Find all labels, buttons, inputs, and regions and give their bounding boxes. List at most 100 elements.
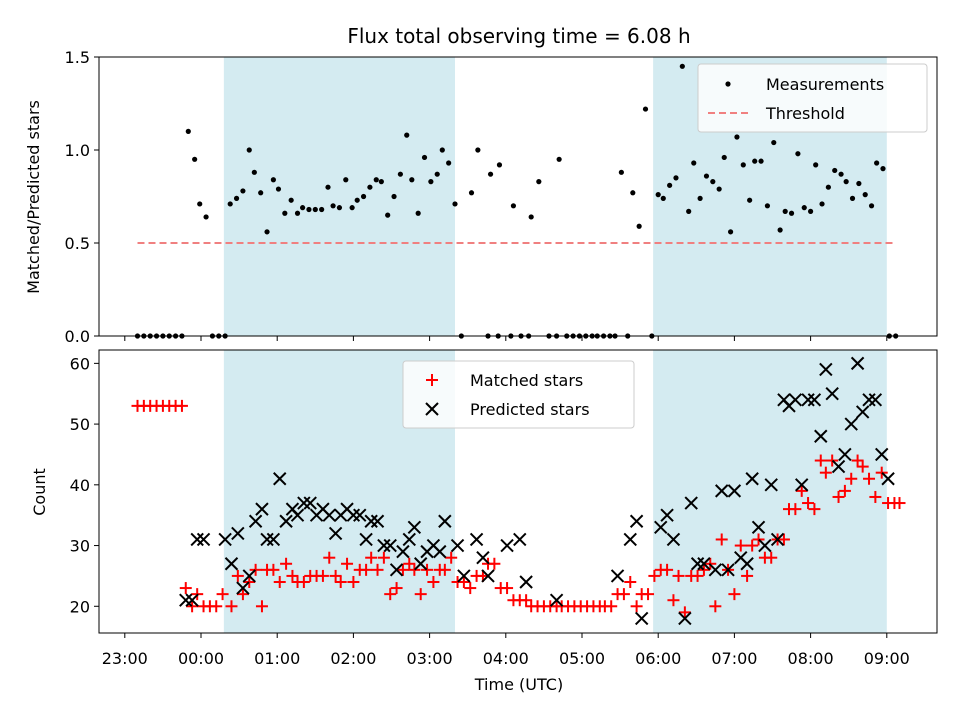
measurement-point [452,201,458,207]
matched-star-point [642,588,655,601]
predicted-star-point [666,532,681,547]
measurement-point [691,160,697,166]
predicted-star-point [838,447,852,462]
matched-star-point [838,484,851,497]
measurement-point [795,151,801,157]
bottom-y-axis-label: Count [30,468,49,516]
measurement-point [874,160,880,166]
matched-star-point [414,588,427,601]
measurement-point [360,193,367,200]
x-tick-label: 02:00 [330,649,376,668]
measurement-point [727,229,734,235]
top-legend: Measurements Threshold [697,63,928,133]
matched-star-point [186,600,199,613]
top-y-axis: 0.0 0.5 1.0 1.5 [65,48,99,346]
top-y-axis-label: Matched/Predicted stars [24,100,43,294]
matched-star-point [869,490,882,503]
measurement-point [716,186,722,192]
measurement-point [880,166,886,172]
measurement-point [185,128,191,134]
predicted-star-point [764,478,778,492]
top-panel: 0.0 0.5 1.0 1.5 Matched/Predicted stars Mea… [24,48,938,346]
matched-star-point [856,460,869,473]
matched-star-point [243,575,256,588]
matched-star-point [746,539,759,552]
predicted-star-point [788,393,803,407]
bottom-legend-box [402,360,635,429]
predicted-star-point [751,520,766,535]
matched-star-point [795,484,808,497]
predicted-star-point [266,532,281,547]
x-axis-label: Time (UTC) [474,675,563,694]
matched-star-point [845,472,858,485]
matched-star-point [624,575,637,588]
matched-star-point [286,569,299,582]
measurement-point [808,208,814,214]
predicted-star-point [224,557,239,571]
top-plot-frame [98,56,938,337]
predicted-star-point [179,593,193,607]
bottom-y-tick-label: 40 [70,476,90,495]
measurement-point [556,156,562,162]
predicted-star-point [185,593,199,607]
predicted-star-point [660,508,674,522]
measurement-point [849,195,856,201]
measurement-point [496,162,503,168]
matched-star-point [488,557,501,570]
measurement-point [764,203,771,209]
predicted-star-point [438,514,452,528]
predicted-star-point [519,575,533,589]
matched-star-point [789,503,802,516]
predicted-star-point [346,508,361,522]
bottom-y-axis: 20 30 40 50 60 [70,354,99,616]
matched-stars-series [131,399,906,619]
predicted-star-point [814,429,828,443]
matched-star-point [371,563,384,576]
matched-star-point [863,472,876,485]
measurement-point [703,173,710,179]
measurement-point [246,147,252,153]
measurement-point [336,205,343,211]
predicted-star-point [236,581,250,595]
predicted-star-point [457,569,471,583]
measurement-point [801,205,807,211]
measurement-point [740,162,746,168]
predicted-star-point [654,520,668,535]
measurement-point [294,210,301,216]
predicted-star-point [740,557,754,571]
matched-star-point [347,575,360,588]
matched-star-point [691,569,704,582]
measurement-point [349,205,355,211]
measurement-point [258,190,264,196]
measurement-point [385,212,391,218]
matched-star-point [697,563,710,576]
measurement-point [306,206,312,213]
measurement-point [197,201,203,207]
predicted-star-point [690,557,705,571]
measurement-point [843,179,849,185]
matched-star-point [672,569,685,582]
legend-threshold-label: Threshold [765,104,845,123]
predicted-star-point [825,387,839,401]
measurement-point [782,208,788,214]
matched-star-point [814,454,827,467]
predicted-star-point [513,532,527,547]
legend-matched-label: Matched stars [470,371,583,390]
matched-star-point [236,588,249,601]
legend-measurements-marker [725,81,731,87]
predicted-star-point [610,569,625,583]
matched-star-point [741,569,754,582]
measurement-point [618,169,624,175]
measurement-point [434,171,440,177]
predicted-star-point [190,532,204,547]
measurement-point [862,192,868,198]
matched-star-point [851,454,864,467]
predicted-star-point [273,472,287,486]
top-y-tick-label: 1.5 [65,48,90,67]
measurement-point [758,158,764,164]
measurement-point [487,171,494,177]
measurement-point [264,229,270,235]
matched-star-point [175,399,188,412]
measurement-point [367,184,373,190]
